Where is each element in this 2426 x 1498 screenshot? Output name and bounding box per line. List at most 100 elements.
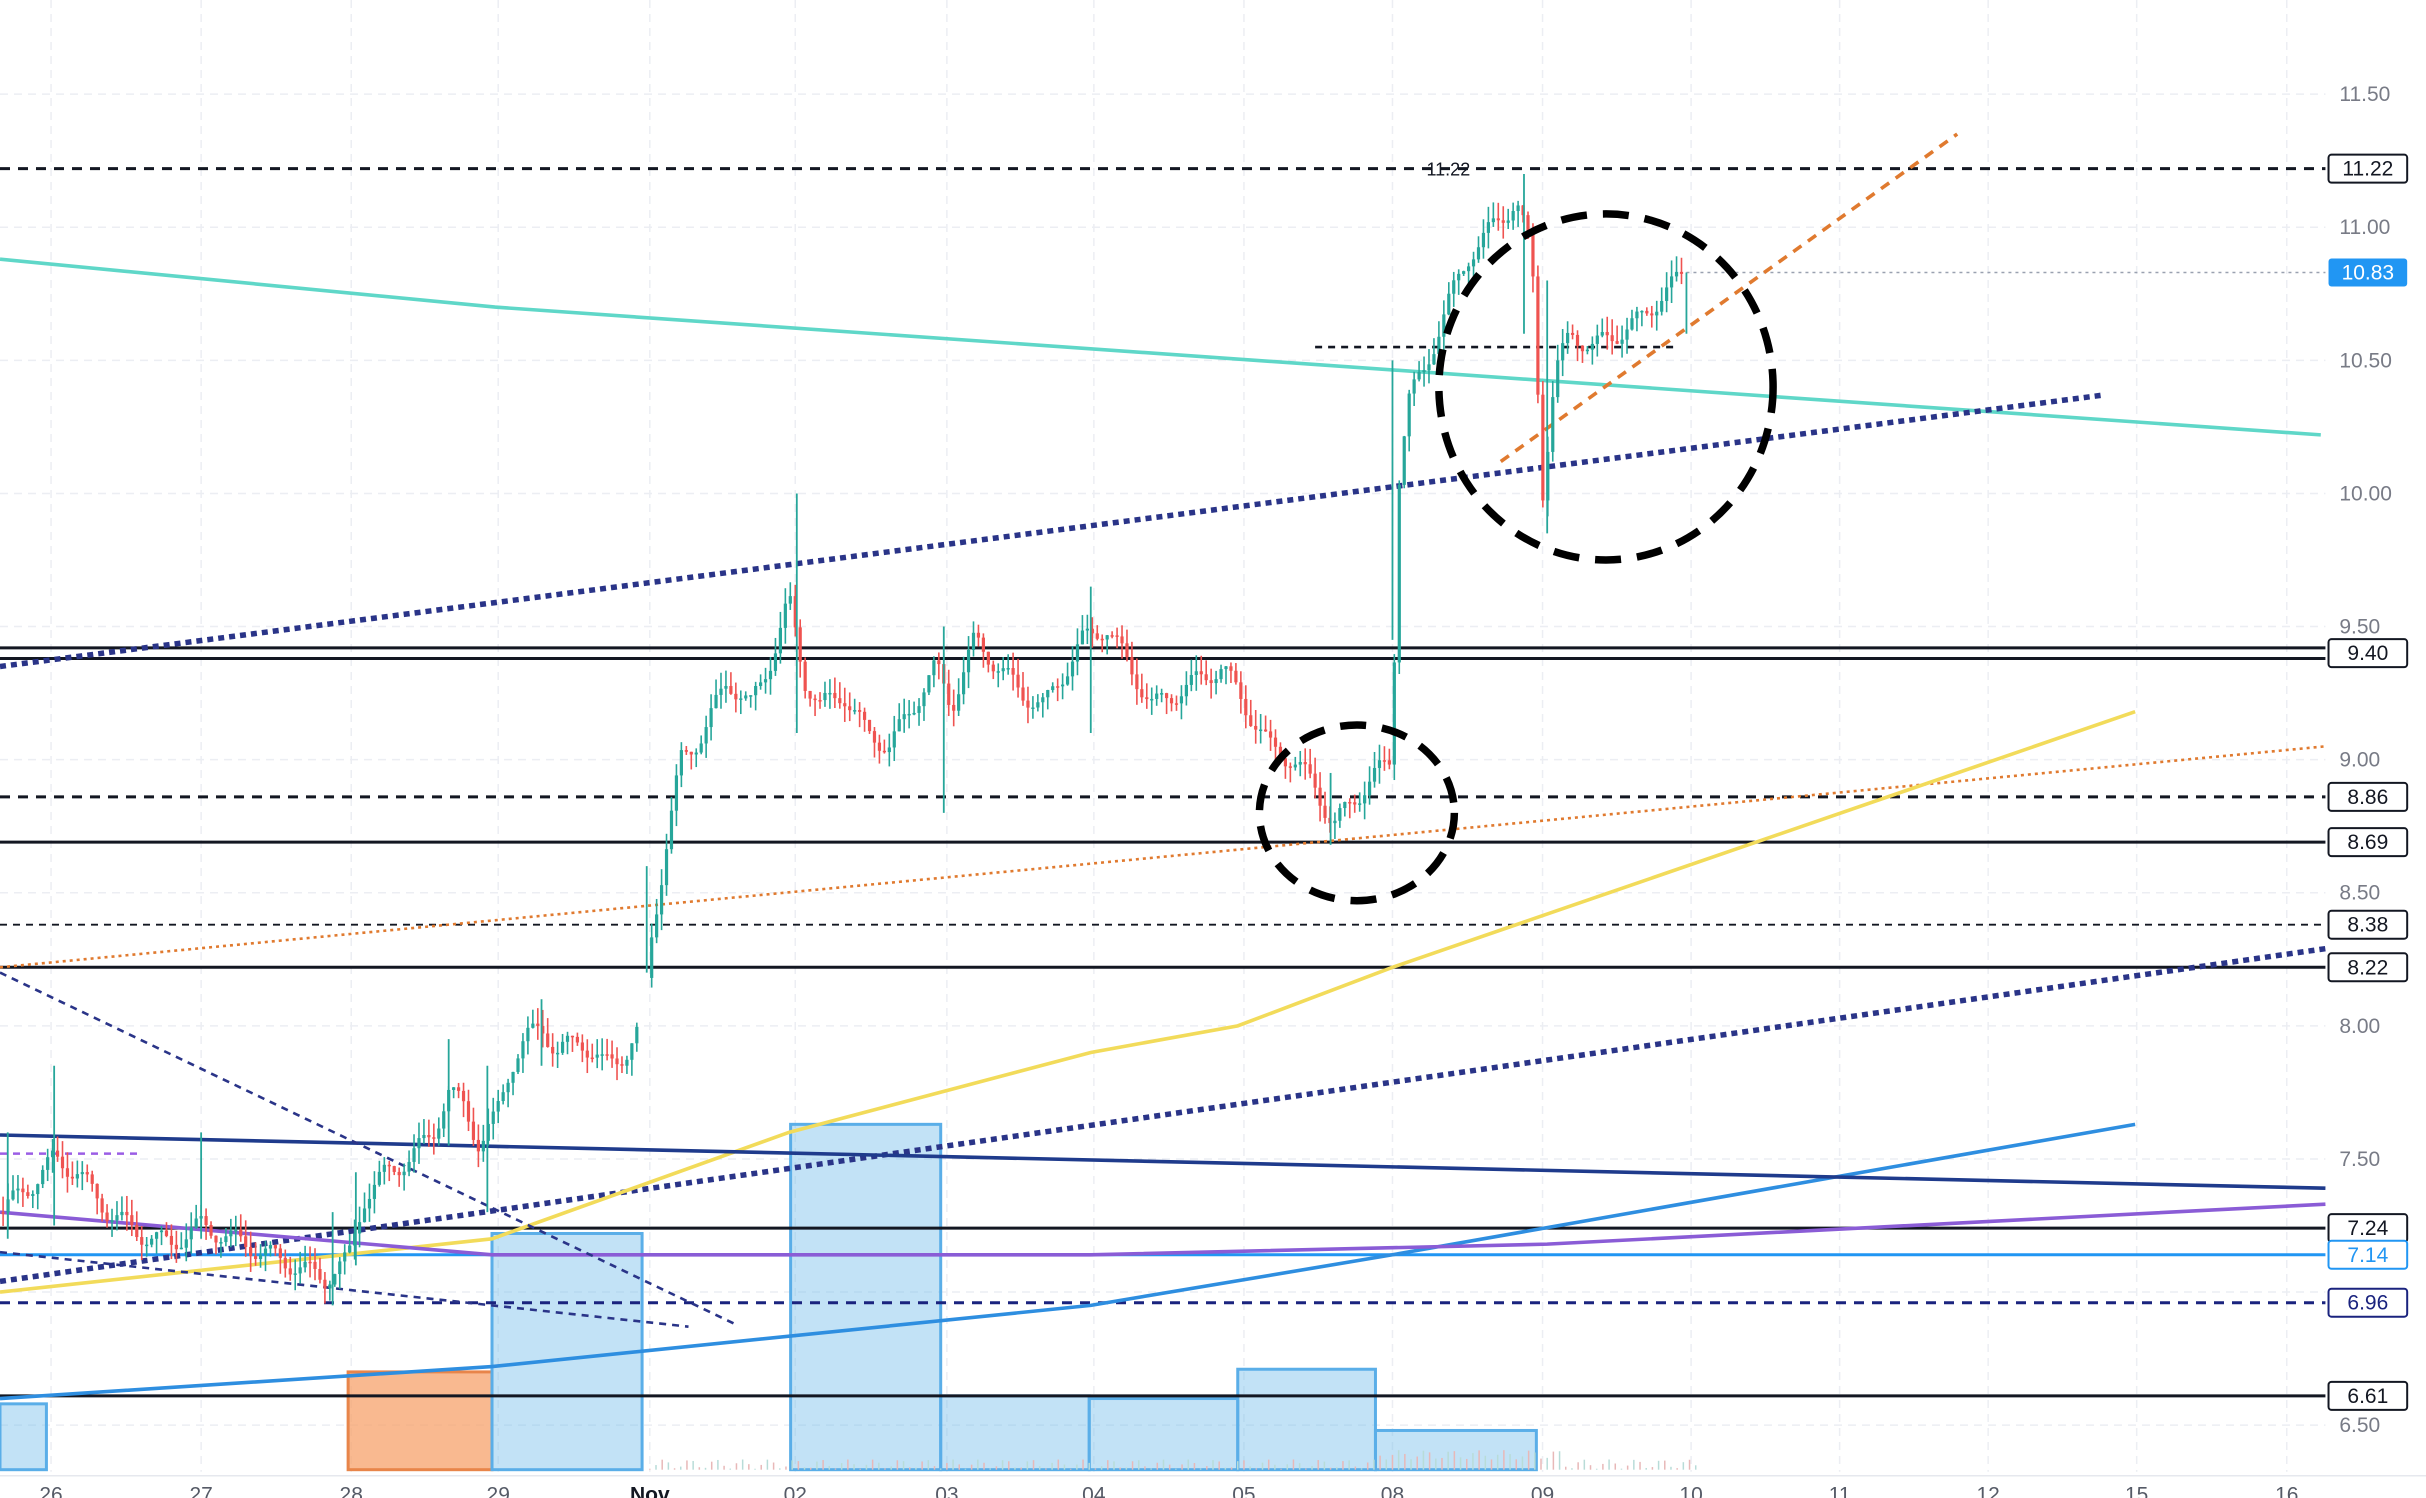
candle-body bbox=[768, 670, 773, 680]
candle-body bbox=[600, 1054, 604, 1056]
candle-body bbox=[377, 1171, 381, 1185]
candle-body bbox=[1457, 273, 1461, 281]
x-tick-label: 03 bbox=[935, 1484, 958, 1498]
candle-body bbox=[229, 1230, 233, 1237]
price-badge: 9.40 bbox=[2327, 638, 2409, 669]
candle-body bbox=[85, 1172, 89, 1175]
candle-body bbox=[258, 1255, 263, 1259]
candle-body bbox=[754, 685, 758, 696]
x-tick-label: 11 bbox=[1829, 1484, 1851, 1498]
candle-body bbox=[1214, 679, 1218, 684]
candle-body bbox=[397, 1171, 401, 1176]
candle-body bbox=[1501, 220, 1505, 223]
y-tick-label: 9.00 bbox=[2339, 749, 2380, 772]
candle-body bbox=[135, 1224, 139, 1238]
candle-body bbox=[610, 1054, 614, 1059]
candle-body bbox=[937, 660, 941, 665]
candle-body bbox=[1367, 781, 1372, 796]
candle-body bbox=[1536, 276, 1540, 395]
candle-body bbox=[402, 1171, 406, 1176]
candle-body bbox=[704, 727, 708, 744]
candle-body bbox=[709, 708, 713, 728]
candle-body bbox=[219, 1242, 223, 1244]
price-axis[interactable]: 11.50 11.00 10.50 10.00 9.50 9.00 8.50 8.00 7.50… bbox=[2339, 83, 2392, 1437]
candle-body bbox=[263, 1248, 268, 1256]
trendline bbox=[0, 971, 736, 1326]
candle-body bbox=[813, 698, 817, 701]
candle-body bbox=[1570, 332, 1575, 335]
candle-body bbox=[1590, 343, 1594, 350]
price-badge-box bbox=[2327, 781, 2409, 812]
time-axis[interactable]: 26 27 28 29 Nov 02 03 04 05 08 09 10 11 12 15 16 bbox=[0, 1474, 2426, 1498]
volume-bar bbox=[1087, 1397, 1240, 1472]
candle-body bbox=[1531, 230, 1535, 277]
x-tick-label: 09 bbox=[1531, 1484, 1554, 1498]
candle-body bbox=[1466, 266, 1471, 272]
candle-body bbox=[957, 694, 961, 711]
candle-body bbox=[209, 1225, 213, 1236]
candle-body bbox=[1164, 693, 1169, 699]
candle-body bbox=[372, 1184, 377, 1199]
candle-body bbox=[1278, 746, 1283, 759]
candle-body bbox=[699, 743, 703, 753]
trendline bbox=[0, 392, 2105, 670]
candle-body bbox=[1437, 336, 1441, 355]
candle-body bbox=[1353, 802, 1357, 805]
candle-body bbox=[1061, 684, 1065, 687]
candle-body bbox=[115, 1215, 119, 1221]
candle-body bbox=[283, 1257, 287, 1269]
candle-body bbox=[1541, 394, 1545, 501]
candle-body bbox=[605, 1054, 609, 1056]
candle-body bbox=[1417, 372, 1421, 380]
candle-body bbox=[1382, 760, 1387, 762]
candle-body bbox=[145, 1244, 149, 1247]
candle-body bbox=[1358, 803, 1362, 805]
candle-body bbox=[244, 1236, 248, 1247]
candle-body bbox=[1244, 698, 1248, 716]
candle-body bbox=[1481, 232, 1486, 248]
candle-body bbox=[417, 1138, 421, 1149]
candle-body bbox=[214, 1235, 218, 1243]
x-tick-label: 15 bbox=[2125, 1484, 2148, 1498]
x-tick-label: 28 bbox=[340, 1484, 363, 1498]
price-badge-box bbox=[2327, 1380, 2409, 1411]
candle-body bbox=[947, 683, 951, 705]
candle-body bbox=[1630, 318, 1634, 330]
trendline bbox=[0, 710, 2136, 1294]
x-tick-label: 26 bbox=[39, 1484, 62, 1498]
candle-body bbox=[763, 679, 768, 683]
candle-body bbox=[516, 1058, 520, 1072]
candle-body bbox=[1140, 689, 1144, 698]
candle-body bbox=[1026, 700, 1030, 708]
candle-body bbox=[278, 1248, 282, 1258]
candle-body bbox=[1179, 696, 1184, 704]
volume-bar bbox=[0, 1402, 48, 1472]
candle-body bbox=[343, 1252, 347, 1262]
candle-body bbox=[412, 1148, 416, 1162]
candle-body bbox=[773, 653, 778, 671]
candle-body bbox=[684, 750, 688, 752]
candle-body bbox=[1620, 339, 1624, 344]
candle-body bbox=[808, 690, 812, 699]
candle-body bbox=[565, 1035, 570, 1042]
candle-body bbox=[1085, 628, 1089, 631]
candle-body bbox=[1645, 310, 1649, 314]
candle-body bbox=[308, 1261, 312, 1264]
candle-body bbox=[1486, 222, 1491, 233]
candle-body bbox=[625, 1059, 629, 1066]
candle-body bbox=[194, 1218, 198, 1228]
price-badge-text: 11.22 bbox=[2342, 158, 2393, 181]
candle-body bbox=[536, 1023, 540, 1026]
candle-body bbox=[927, 675, 931, 693]
candle-body bbox=[803, 661, 807, 691]
candle-body bbox=[1130, 657, 1134, 675]
candle-body bbox=[1303, 762, 1307, 765]
candle-body bbox=[739, 698, 743, 700]
candle-body bbox=[912, 712, 916, 715]
candle-body bbox=[442, 1111, 446, 1129]
candle-body bbox=[1006, 668, 1010, 670]
candle-body bbox=[1476, 247, 1481, 260]
candle-body bbox=[560, 1041, 565, 1053]
candle-body bbox=[41, 1169, 45, 1185]
